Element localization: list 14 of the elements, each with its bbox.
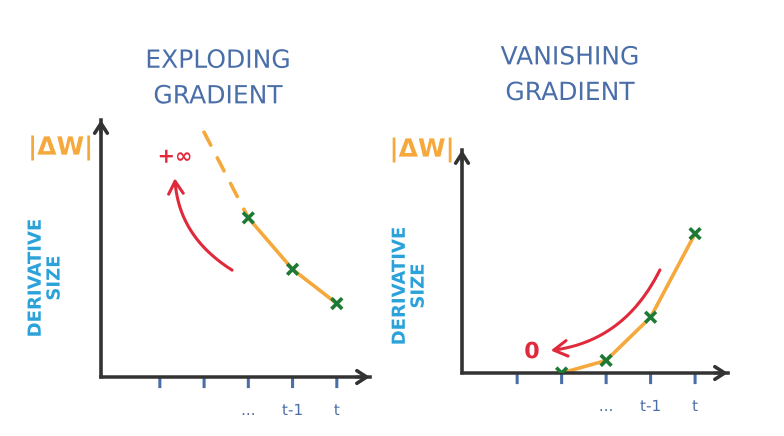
x-tick-label: t bbox=[334, 404, 340, 415]
y-axis-title: DERIVATIVE SIZE bbox=[28, 220, 60, 336]
annotation: +∞ bbox=[160, 150, 190, 163]
x-tick-label: ... bbox=[242, 413, 254, 415]
x-tick-label: t-1 bbox=[640, 400, 660, 411]
annotation: 0 bbox=[525, 342, 539, 358]
x-tick-label: ... bbox=[600, 409, 612, 411]
chart-title: VANISHING GRADIENT bbox=[500, 46, 638, 100]
text: |ΔW| bbox=[31, 136, 90, 161]
x-tick-label: t bbox=[692, 400, 698, 411]
x-tick-label: t-1 bbox=[282, 404, 302, 415]
text: |ΔW| bbox=[392, 138, 452, 162]
chart-title: EXPLODING GRADIENT bbox=[148, 49, 289, 104]
y-axis-title: DERIVATIVE SIZE bbox=[392, 228, 424, 344]
